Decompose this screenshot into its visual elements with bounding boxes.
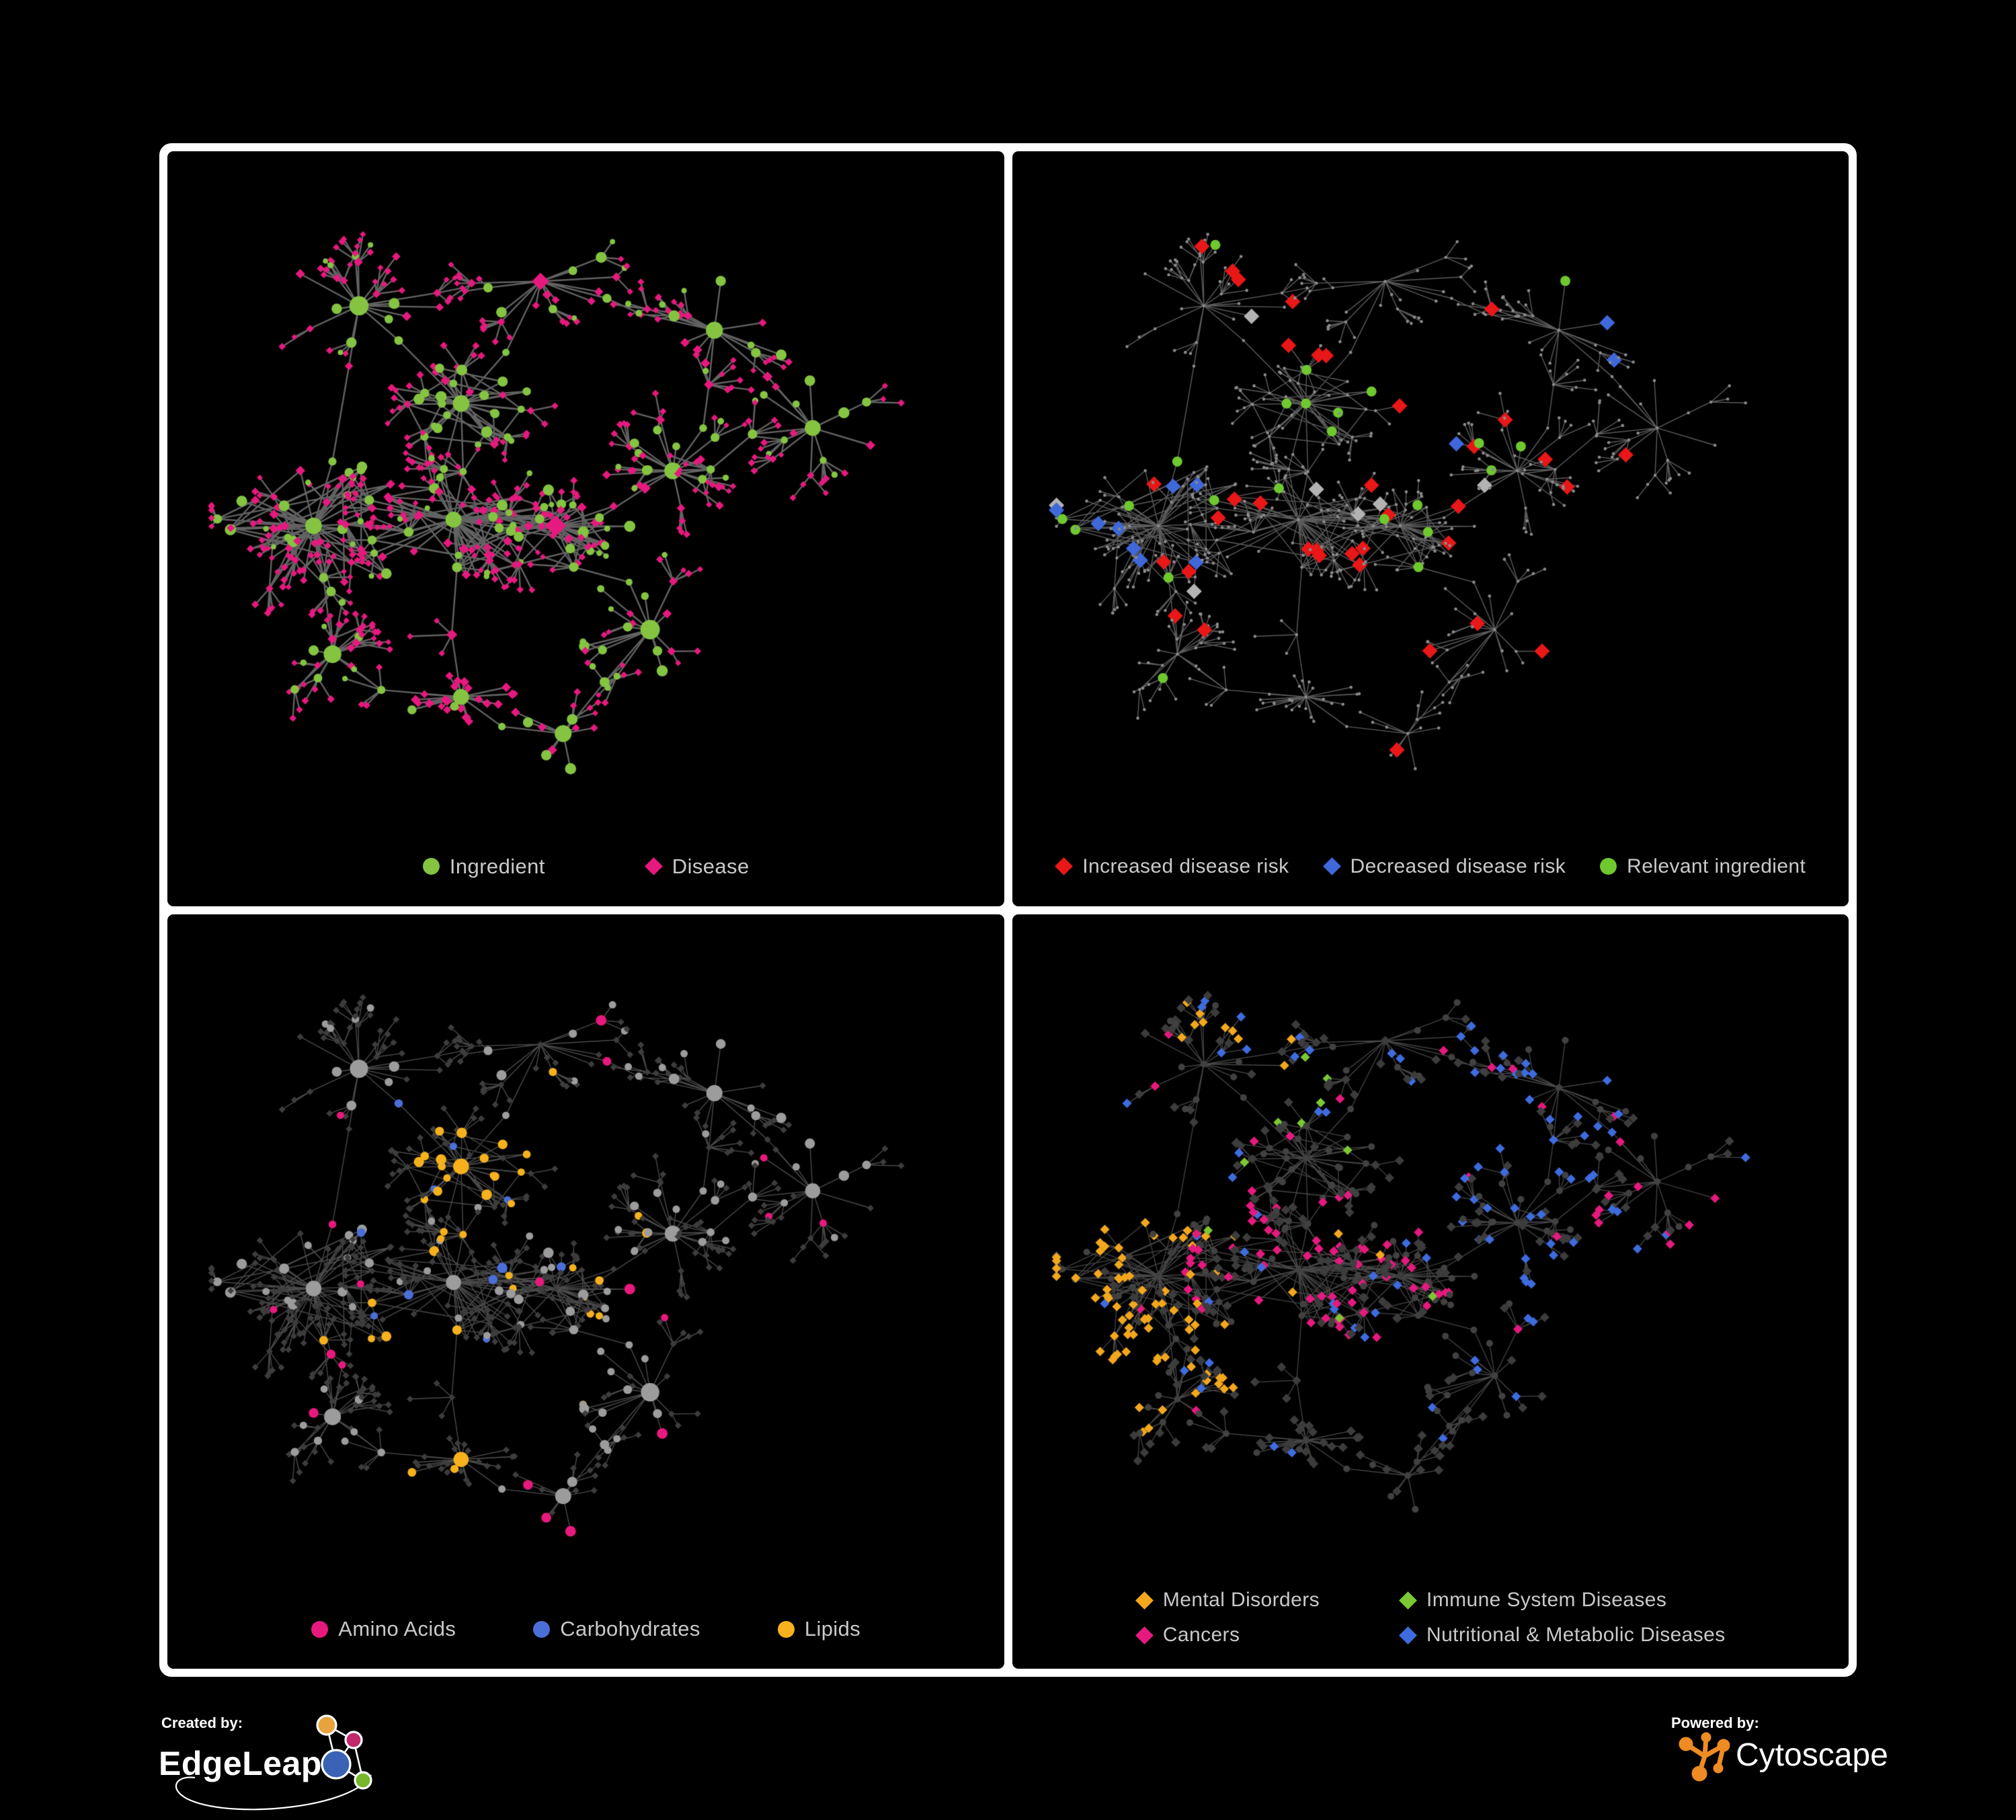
panel-ingredient-disease: Ingredient Disease — [167, 151, 1004, 906]
legend-diamond-marker-icon — [1135, 1591, 1154, 1610]
figure-grid: Ingredient Disease Increased disease risk… — [159, 143, 1857, 1677]
legend-label: Relevant ingredient — [1627, 855, 1806, 877]
legend-item: Carbohydrates — [532, 1617, 700, 1641]
legend-label: Decreased disease risk — [1350, 855, 1566, 877]
legend-label: Ingredient — [449, 854, 545, 878]
cytoscape-brand-block: Powered by: Cytoscape — [1666, 1708, 1898, 1790]
legend-ingredient-disease: Ingredient Disease — [167, 827, 1004, 906]
legend-item: Disease — [644, 854, 750, 879]
legend-disease-risk: Increased disease risk Decreased disease … — [1012, 827, 1849, 906]
network-canvas-ingredient-disease — [167, 151, 1004, 827]
panel-disease-risk: Increased disease risk Decreased disease … — [1012, 151, 1849, 906]
powered-by-label: Powered by: — [1671, 1714, 1759, 1731]
legend-item: Immune System Diseases — [1399, 1589, 1726, 1612]
cytoscape-logo-icon — [1679, 1732, 1730, 1782]
legend-item: Decreased disease risk — [1322, 855, 1566, 878]
legend-label: Cancers — [1162, 1624, 1240, 1646]
legend-diamond-marker-icon — [1322, 857, 1341, 875]
legend-ingredient-classes: Amino Acids Carbohydrates Lipids — [167, 1589, 1004, 1669]
legend-diamond-marker-icon — [1135, 1626, 1154, 1645]
legend-label: Carbohydrates — [560, 1617, 700, 1640]
edgeleap-brand-block: Created by: EdgeLeap — [155, 1704, 405, 1819]
cytoscape-wordmark: Cytoscape — [1736, 1737, 1888, 1773]
legend-label: Lipids — [804, 1617, 861, 1640]
legend-item: Amino Acids — [311, 1617, 456, 1641]
legend-label: Amino Acids — [338, 1617, 456, 1640]
panel-disease-categories: Mental Disorders Immune System Diseases Ca… — [1012, 914, 1849, 1669]
legend-circle-marker-icon — [311, 1620, 329, 1638]
legend-circle-marker-icon — [777, 1620, 795, 1638]
legend-item: Ingredient — [422, 855, 545, 879]
legend-circle-marker-icon — [422, 857, 440, 875]
network-canvas-ingredient-classes — [167, 914, 1004, 1589]
edgeleap-wordmark: EdgeLeap — [159, 1745, 322, 1782]
legend-label: Disease — [672, 854, 750, 878]
legend-diamond-marker-icon — [1055, 857, 1074, 875]
network-canvas-disease-categories — [1012, 914, 1849, 1567]
cytoscape-logo: Powered by: Cytoscape — [1671, 1714, 1888, 1782]
legend-circle-marker-icon — [532, 1620, 551, 1638]
legend-label: Immune System Diseases — [1426, 1589, 1667, 1611]
legend-item: Nutritional & Metabolic Diseases — [1399, 1624, 1726, 1647]
legend-label: Increased disease risk — [1082, 855, 1289, 877]
legend-label: Nutritional & Metabolic Diseases — [1426, 1624, 1726, 1646]
network-canvas-disease-risk — [1012, 151, 1849, 827]
legend-diamond-marker-icon — [1399, 1591, 1417, 1610]
legend-item: Relevant ingredient — [1599, 855, 1806, 878]
legend-diamond-marker-icon — [1399, 1626, 1417, 1645]
edgeleap-logo: Created by: EdgeLeap — [159, 1714, 372, 1811]
legend-item: Cancers — [1135, 1624, 1320, 1647]
legend-item: Increased disease risk — [1055, 855, 1289, 878]
legend-disease-categories: Mental Disorders Immune System Diseases Ca… — [1012, 1567, 1849, 1669]
legend-item: Mental Disorders — [1135, 1589, 1320, 1612]
legend-label: Mental Disorders — [1162, 1589, 1320, 1611]
legend-diamond-marker-icon — [644, 857, 663, 875]
edgeleap-logo-icon — [175, 1714, 372, 1811]
legend-circle-marker-icon — [1599, 857, 1617, 875]
created-by-label: Created by: — [161, 1714, 243, 1731]
panel-ingredient-classes: Amino Acids Carbohydrates Lipids — [167, 914, 1004, 1669]
legend-item: Lipids — [777, 1617, 860, 1641]
